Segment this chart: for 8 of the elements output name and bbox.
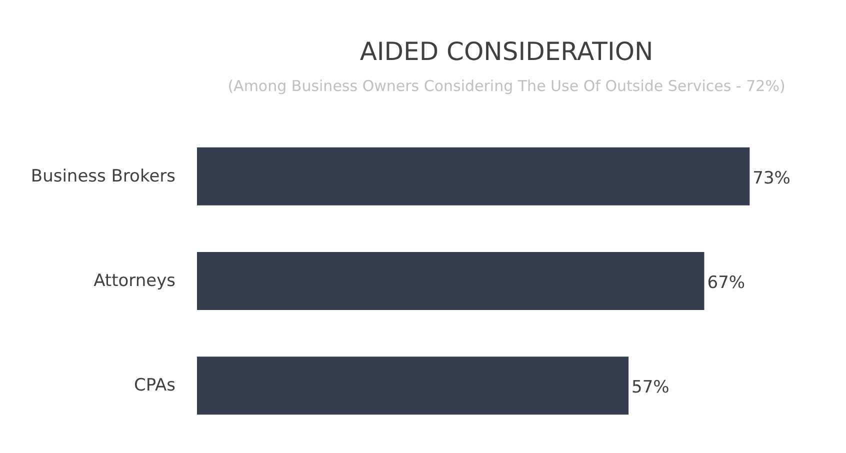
y-tick-label: Business Brokers — [30, 166, 176, 186]
data-label: 57% — [632, 378, 670, 398]
chart-title: AIDED CONSIDERATION — [360, 37, 654, 66]
data-label: 67% — [707, 273, 746, 293]
chart-subtitle: (Among Business Owners Considering The Use Of Outside Services - 72%) — [228, 77, 786, 95]
y-tick-label: CPAs — [134, 376, 176, 396]
data-label: 73% — [752, 168, 790, 188]
y-tick-label: Attorneys — [94, 271, 176, 291]
